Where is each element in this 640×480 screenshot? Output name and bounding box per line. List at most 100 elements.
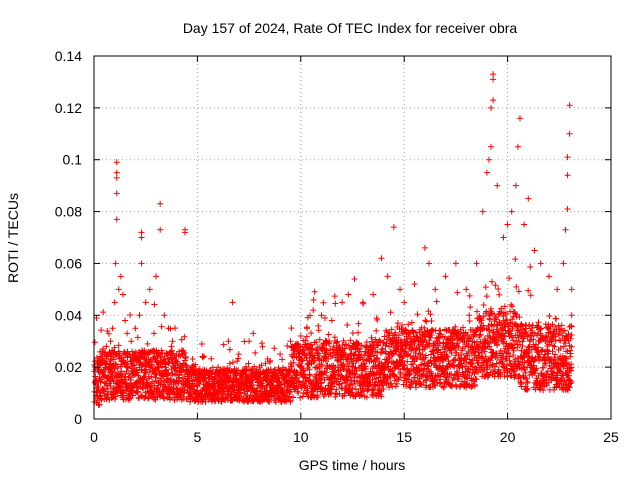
data-point (262, 392, 269, 399)
data-point (562, 226, 569, 233)
data-point (568, 364, 575, 371)
data-point (113, 361, 120, 368)
data-point (411, 281, 418, 288)
data-point (325, 331, 332, 338)
data-point (359, 299, 366, 306)
data-point (407, 335, 414, 342)
data-point (250, 330, 257, 337)
y-tick-label: 0.12 (55, 100, 82, 116)
data-point (182, 354, 189, 361)
data-point (386, 330, 393, 337)
data-point (490, 76, 497, 83)
data-point (423, 318, 430, 325)
data-point (250, 382, 257, 389)
data-point (531, 247, 538, 254)
data-point (219, 379, 226, 386)
data-point (134, 369, 141, 376)
data-point (464, 352, 471, 359)
data-point (165, 325, 172, 332)
data-point (446, 360, 453, 367)
data-point (409, 328, 416, 335)
data-point (308, 330, 315, 337)
data-point (370, 291, 377, 298)
data-point (304, 389, 311, 396)
data-point (395, 365, 402, 372)
data-point (451, 356, 458, 363)
data-point (278, 381, 285, 388)
data-point (138, 229, 145, 236)
data-point (192, 361, 199, 368)
data-point (471, 339, 478, 346)
data-point (277, 351, 284, 358)
data-point (315, 380, 322, 387)
data-point (524, 379, 531, 386)
data-point (290, 359, 297, 366)
data-point (499, 358, 506, 365)
data-point (168, 343, 175, 350)
data-point (392, 364, 399, 371)
data-point (103, 381, 110, 388)
data-point (318, 312, 325, 319)
data-point (256, 364, 263, 371)
data-point (189, 355, 196, 362)
data-point (363, 394, 370, 401)
data-point (540, 364, 547, 371)
data-point (472, 348, 479, 355)
data-point (286, 393, 293, 400)
data-point (525, 195, 532, 202)
data-point (349, 385, 356, 392)
data-point (568, 322, 575, 329)
data-point (104, 385, 111, 392)
data-point (288, 363, 295, 370)
data-point (516, 362, 523, 369)
data-point (97, 362, 104, 369)
data-point (463, 286, 470, 293)
data-point (568, 379, 575, 386)
data-point (161, 358, 168, 365)
data-point (299, 393, 306, 400)
data-point (327, 345, 334, 352)
data-point (246, 338, 253, 345)
data-point (492, 315, 499, 322)
data-point (258, 380, 265, 387)
data-point (498, 305, 505, 312)
data-point (113, 190, 120, 197)
data-point (122, 317, 129, 324)
data-point (461, 373, 468, 380)
data-point (111, 344, 118, 351)
data-point (138, 260, 145, 267)
data-point (549, 348, 556, 355)
data-point (204, 369, 211, 376)
data-point (142, 299, 149, 306)
data-point (466, 312, 473, 319)
data-point (421, 324, 428, 331)
data-point (480, 301, 487, 308)
data-point (378, 393, 385, 400)
data-point (181, 226, 188, 233)
data-point (315, 322, 322, 329)
data-point (331, 369, 338, 376)
data-point (318, 379, 325, 386)
data-point (412, 350, 419, 357)
data-point (449, 336, 456, 343)
data-point (161, 353, 168, 360)
data-point (557, 344, 564, 351)
data-point (350, 360, 357, 367)
data-point (473, 366, 480, 373)
data-point (98, 327, 105, 334)
data-point (115, 286, 122, 293)
data-point (302, 337, 309, 344)
data-point (252, 349, 259, 356)
data-point (116, 384, 123, 391)
data-point (328, 317, 335, 324)
data-point (510, 347, 517, 354)
data-point (151, 301, 158, 308)
data-point (426, 343, 433, 350)
data-point (466, 356, 473, 363)
data-point (343, 383, 350, 390)
data-point (107, 338, 114, 345)
data-point (408, 339, 415, 346)
data-point (353, 386, 360, 393)
data-point (543, 333, 550, 340)
data-point (538, 381, 545, 388)
